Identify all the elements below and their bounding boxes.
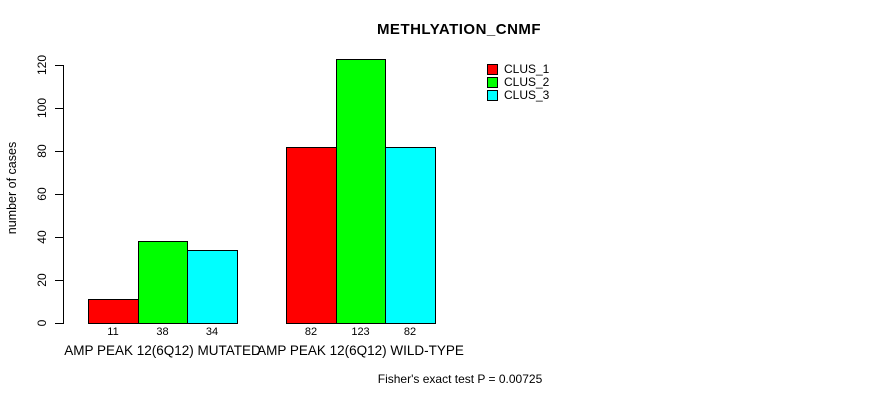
bar-clus_3-group1 — [187, 250, 238, 324]
category-label: AMP PEAK 12(6Q12) WILD-TYPE — [257, 343, 464, 358]
bar-clus_1-group2 — [286, 147, 337, 324]
bar-clus_1-group1 — [88, 299, 139, 324]
bar-clus_3-group2 — [385, 147, 436, 324]
legend-label: CLUS_2 — [504, 75, 550, 89]
y-tick-label: 40 — [35, 230, 49, 244]
legend-label: CLUS_3 — [504, 88, 550, 102]
bar-value-label: 11 — [107, 326, 119, 338]
y-axis-tick — [55, 237, 63, 238]
bar-value-label: 82 — [304, 326, 318, 338]
stat-test-label: Fisher's exact test P = 0.00725 — [377, 372, 543, 386]
bar-value-label: 82 — [403, 326, 417, 338]
legend-swatch-clus_1 — [487, 64, 498, 75]
bar-value-label: 34 — [205, 326, 219, 338]
bar-value-label: 38 — [156, 326, 169, 338]
chart-title: METHLYATION_CNMF — [376, 21, 542, 38]
bar-clus_2-group2 — [336, 59, 386, 324]
y-axis-tick — [55, 65, 63, 66]
legend-label: CLUS_1 — [504, 62, 550, 76]
y-axis-tick — [55, 151, 63, 152]
y-axis-tick — [55, 280, 63, 281]
legend-swatch-clus_2 — [487, 77, 498, 88]
y-axis-label: number of cases — [5, 141, 19, 235]
legend-swatch-clus_3 — [487, 90, 498, 101]
y-tick-label: 20 — [35, 273, 49, 287]
bar-clus_2-group1 — [138, 241, 188, 324]
bar-value-label: 123 — [351, 326, 370, 338]
y-axis-tick — [55, 323, 63, 324]
y-tick-label: 60 — [35, 187, 49, 201]
y-tick-label: 100 — [35, 97, 49, 119]
y-tick-label: 80 — [35, 144, 49, 158]
y-tick-label: 120 — [35, 54, 49, 76]
category-label: AMP PEAK 12(6Q12) MUTATED — [64, 343, 261, 358]
y-axis-line — [63, 65, 64, 324]
y-tick-label: 0 — [35, 319, 49, 327]
y-axis-tick — [55, 108, 63, 109]
y-axis-tick — [55, 194, 63, 195]
